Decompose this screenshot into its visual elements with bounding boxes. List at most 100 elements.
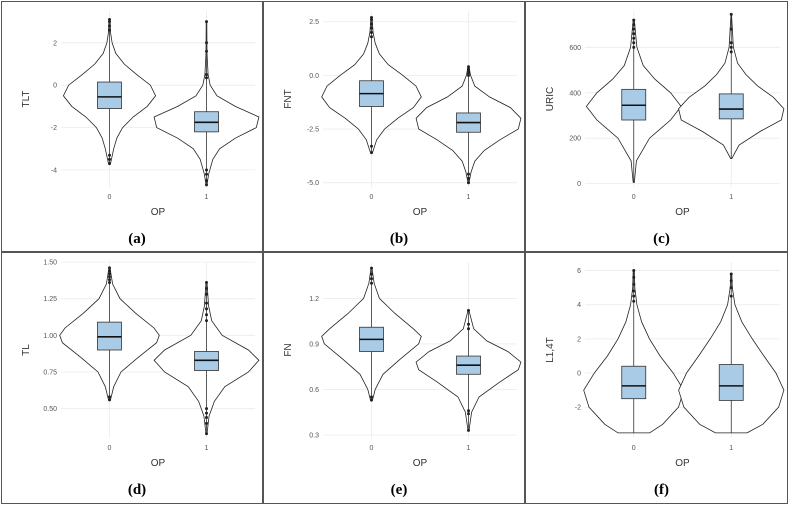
outlier-point [632,41,636,45]
y-tick-label: 400 [569,90,581,97]
outlier-point [467,322,470,326]
outlier-point [729,12,733,16]
outlier-point [467,428,470,432]
outlier-point [467,327,470,331]
x-axis-title: OP [413,458,428,469]
y-tick-label: 0.75 [43,370,57,377]
box-1 [718,93,744,120]
outlier-point [108,24,111,28]
outlier-point [205,313,208,317]
outlier-point [205,292,208,296]
panel-e: 0.3 0.6 0.9 1.2 0 1 OP FN (e) [263,252,525,504]
outlier-point [467,181,470,185]
y-tick-label: 0 [577,181,581,188]
x-axis-title: OP [151,458,166,469]
outlier-point [729,272,733,276]
y-axis-title: URIC [545,87,556,111]
outlier-point [108,398,111,402]
outlier-point [370,281,373,285]
outlier-point [467,65,470,69]
outlier-point [205,319,208,323]
outlier-point [632,275,636,279]
outlier-point [467,69,470,73]
outlier-point [467,172,470,176]
outlier-point [467,176,470,180]
y-tick-label: -5.0 [307,180,319,187]
y-tick-label: 2.5 [309,19,319,26]
outlier-point [205,76,208,80]
y-tick-label: 0.6 [309,387,319,394]
y-axis-title: TLT [21,90,32,107]
y-tick-label: -2.5 [307,127,319,134]
x-tick-label: 0 [632,445,636,452]
outlier-point [632,36,636,40]
outlier-point [108,157,111,161]
x-axis-title: OP [675,207,690,218]
outlier-point [108,28,111,32]
outlier-point [205,49,208,53]
outlier-point [370,266,373,270]
panel-label: (a) [128,231,146,247]
y-tick-label: 2 [577,336,581,343]
outlier-point [108,266,111,270]
outlier-point [205,172,208,176]
x-tick-label: 1 [467,445,471,452]
outlier-point [370,22,373,26]
outlier-point [632,282,636,286]
y-tick-label: 4 [577,302,581,309]
box-0 [97,81,122,109]
y-tick-label: -2 [51,125,57,132]
outlier-point [108,275,111,279]
panel-label: (f) [654,482,669,498]
y-tick-label: 600 [569,45,581,52]
x-tick-label: 1 [729,445,733,452]
x-tick-label: 0 [370,194,374,201]
box-1 [718,364,744,401]
outlier-point [205,415,208,419]
x-axis-title: OP [413,207,428,218]
x-axis-title: OP [151,207,166,218]
outlier-point [632,32,636,36]
x-tick-label: 1 [729,194,733,201]
y-tick-label: 1.00 [43,333,57,340]
x-tick-label: 1 [205,445,209,452]
outlier-point [632,294,636,298]
box-0 [621,365,647,400]
outlier-point [205,421,208,425]
outlier-point [108,20,111,24]
outlier-point [632,45,636,49]
outlier-point [370,15,373,19]
x-tick-label: 0 [632,194,636,201]
outlier-point [370,395,373,399]
y-tick-label: 1.25 [43,296,57,303]
outlier-point [205,73,208,77]
x-tick-label: 0 [108,445,112,452]
panel-label: (c) [653,231,670,247]
outlier-point [108,162,111,166]
outlier-point [467,412,470,416]
outlier-point [108,281,111,285]
panel-b: 2.5 0.0 -2.5 -5.0 0 1 OP FNT (b) [263,1,525,252]
outlier-point [205,307,208,311]
y-tick-label: 0.0 [309,73,319,80]
y-axis-title: FN [283,343,294,356]
outlier-point [205,168,208,172]
panel-label: (b) [390,231,408,247]
y-tick-label: -2 [575,405,581,412]
x-tick-label: 1 [467,194,471,201]
x-tick-label: 1 [205,194,209,201]
x-tick-label: 0 [370,445,374,452]
outlier-point [205,281,208,285]
panel-label: (e) [391,482,408,498]
outlier-point [729,279,733,283]
y-tick-label: 0 [577,371,581,378]
outlier-point [467,73,470,77]
panel-a: -4 -2 0 2 0 1 OP TLT (a) [1,1,263,252]
outlier-point [205,407,208,411]
outlier-point [205,179,208,183]
panel-label: (d) [128,482,146,498]
panel-f: -2 0 2 4 6 0 1 OP L1,4T (f) [525,252,788,504]
outlier-point [108,278,111,282]
outlier-point [632,269,636,273]
